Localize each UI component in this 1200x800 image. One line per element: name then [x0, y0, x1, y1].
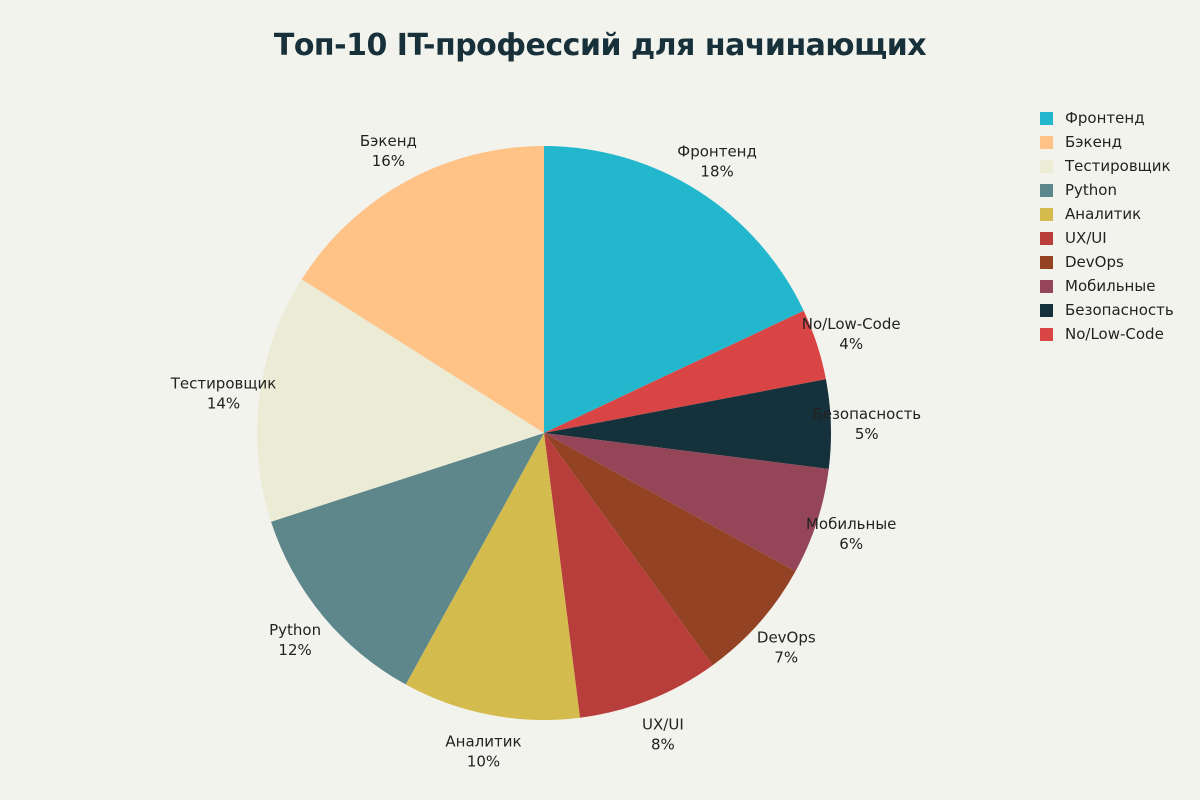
slice-label-name: Мобильные	[806, 515, 896, 533]
legend-item-тестировщик: Тестировщик	[1040, 154, 1198, 178]
legend-label: Бэкенд	[1065, 133, 1122, 151]
slice-label-тестировщик: Тестировщик 14%	[170, 375, 277, 413]
pie-slice-фронтенд	[544, 146, 804, 433]
legend-item-бэкенд: Бэкенд	[1040, 130, 1198, 154]
legend-swatch	[1040, 327, 1053, 341]
legend-label: Мобильные	[1065, 277, 1156, 295]
legend-item-devops: DevOps	[1040, 250, 1198, 274]
pie-slice-python	[271, 433, 544, 685]
legend-item-ux-ui: UX/UI	[1040, 226, 1198, 250]
legend-item-безопасность: Безопасность	[1040, 298, 1198, 322]
legend-swatch	[1040, 183, 1053, 197]
pie-slices	[257, 146, 832, 721]
slice-label-percent: 5%	[855, 425, 879, 443]
legend-swatch	[1040, 159, 1053, 173]
legend-item-аналитик: Аналитик	[1040, 202, 1198, 226]
legend-label: No/Low-Code	[1065, 325, 1164, 343]
pie-slice-аналитик	[405, 433, 580, 721]
legend-swatch	[1040, 207, 1053, 221]
pie-slice-безопасность	[544, 379, 832, 469]
slice-label-name: Бэкенд	[360, 132, 417, 150]
pie-slice-бэкенд	[301, 146, 544, 433]
slice-label-percent: 4%	[839, 335, 863, 353]
legend-swatch	[1040, 135, 1053, 149]
legend-swatch	[1040, 111, 1053, 125]
slice-label-percent: 14%	[207, 395, 240, 413]
slice-label-percent: 12%	[278, 641, 311, 659]
slice-label-name: UX/UI	[642, 715, 684, 733]
slice-label-name: Аналитик	[445, 732, 521, 750]
legend-item-мобильные: Мобильные	[1040, 274, 1198, 298]
legend-swatch	[1040, 255, 1053, 269]
legend-label: Тестировщик	[1065, 157, 1171, 175]
slice-label-аналитик: Аналитик 10%	[445, 732, 521, 770]
slice-label-percent: 10%	[467, 752, 500, 770]
pie-slice-ux-ui	[544, 433, 713, 718]
slice-label-percent: 7%	[774, 649, 798, 667]
slice-label-devops: DevOps 7%	[757, 629, 816, 667]
slice-label-name: Тестировщик	[170, 375, 277, 393]
slice-label-ux-ui: UX/UI 8%	[642, 715, 684, 753]
legend-label: UX/UI	[1065, 229, 1107, 247]
legend-label: Безопасность	[1065, 301, 1174, 319]
slice-label-percent: 8%	[651, 735, 675, 753]
slice-label-мобильные: Мобильные 6%	[806, 515, 896, 553]
pie-labels: Фронтенд 18% No/Low-Code 4% Безопасность 5% Мо…	[170, 132, 921, 770]
legend-swatch	[1040, 279, 1053, 293]
slice-label-percent: 6%	[839, 535, 863, 553]
legend-item-no-low-code: No/Low-Code	[1040, 322, 1198, 346]
slice-label-name: Python	[269, 621, 321, 639]
legend-swatch	[1040, 303, 1053, 317]
slice-label-python: Python 12%	[269, 621, 321, 659]
slice-label-no-low-code: No/Low-Code 4%	[802, 315, 901, 353]
legend-label: DevOps	[1065, 253, 1124, 271]
chart-title: Топ-10 IT-профессий для начинающих	[273, 28, 927, 63]
slice-label-name: DevOps	[757, 629, 816, 647]
legend-label: Python	[1065, 181, 1117, 199]
slice-label-name: Безопасность	[812, 405, 921, 423]
pie-slice-devops	[544, 433, 796, 666]
slice-label-percent: 18%	[700, 162, 733, 180]
pie-slice-тестировщик	[257, 279, 544, 522]
pie-slice-мобильные	[544, 433, 829, 572]
legend-label: Фронтенд	[1065, 109, 1145, 127]
slice-label-name: Фронтенд	[677, 142, 757, 160]
pie-slice-no-low-code	[544, 310, 826, 433]
legend-item-python: Python	[1040, 178, 1198, 202]
slice-label-percent: 16%	[372, 152, 405, 170]
legend: Фронтенд Бэкенд Тестировщик Python Аналитик U…	[1040, 106, 1198, 346]
slice-label-безопасность: Безопасность 5%	[812, 405, 921, 443]
slice-label-name: No/Low-Code	[802, 315, 901, 333]
legend-label: Аналитик	[1065, 205, 1142, 223]
legend-item-фронтенд: Фронтенд	[1040, 106, 1198, 130]
slice-label-фронтенд: Фронтенд 18%	[677, 142, 757, 180]
slice-label-бэкенд: Бэкенд 16%	[360, 132, 417, 170]
legend-swatch	[1040, 231, 1053, 245]
